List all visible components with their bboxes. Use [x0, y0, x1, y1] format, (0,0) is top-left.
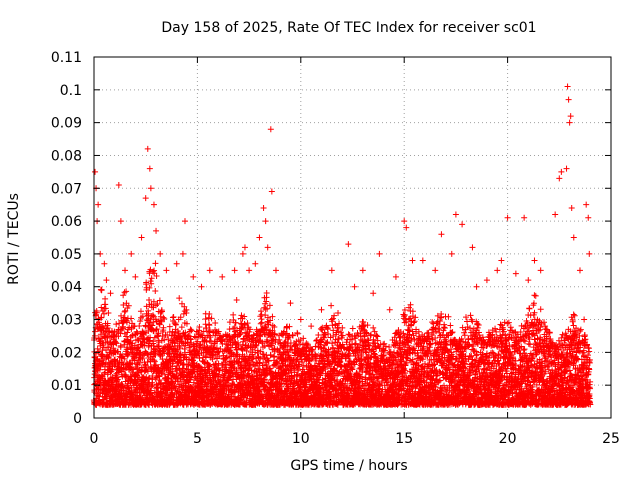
data-point: [98, 372, 105, 379]
data-point: [124, 352, 131, 359]
data-point: [121, 314, 128, 321]
data-point: [142, 323, 149, 330]
data-point: [150, 298, 157, 305]
data-point: [104, 393, 111, 400]
data-point: [120, 365, 127, 372]
data-point: [141, 339, 148, 346]
data-point: [153, 273, 160, 280]
data-point: [147, 278, 154, 285]
data-point: [96, 393, 103, 400]
data-point: [113, 321, 120, 328]
data-point: [152, 260, 159, 267]
data-point: [102, 301, 109, 308]
data-point: [117, 390, 124, 397]
data-point: [147, 316, 154, 323]
data-point: [138, 368, 145, 375]
data-point: [120, 301, 127, 308]
data-point: [98, 286, 105, 293]
data-point: [133, 328, 140, 335]
data-point: [99, 323, 106, 330]
data-point: [128, 315, 135, 322]
data-point: [136, 323, 143, 330]
data-point: [148, 383, 155, 390]
data-point: [102, 295, 109, 302]
data-point: [143, 366, 150, 373]
data-point: [149, 376, 156, 383]
data-point: [151, 358, 158, 365]
data-point: [144, 368, 151, 375]
data-point: [152, 287, 159, 294]
data-point: [137, 318, 144, 325]
data-point: [106, 328, 113, 335]
data-point: [117, 344, 124, 351]
data-point: [146, 284, 153, 291]
data-point: [134, 330, 141, 337]
data-point: [135, 344, 142, 351]
data-point: [133, 389, 140, 396]
data-point: [101, 310, 108, 317]
data-point: [95, 393, 102, 400]
data-point: [124, 329, 131, 336]
data-point: [137, 308, 144, 315]
data-point: [154, 333, 161, 340]
data-point: [151, 357, 158, 364]
data-point: [133, 365, 140, 372]
data-point: [113, 340, 120, 347]
data-point: [121, 355, 128, 362]
data-point: [148, 275, 155, 282]
data-point: [152, 375, 159, 382]
data-point: [104, 324, 111, 331]
data-point: [120, 292, 127, 299]
data-point: [143, 374, 150, 381]
data-point: [124, 346, 131, 353]
data-point: [127, 365, 134, 372]
data-point: [148, 280, 155, 287]
data-point: [154, 385, 161, 392]
data-point: [139, 313, 146, 320]
data-point: [120, 387, 127, 394]
data-point: [95, 386, 102, 393]
data-point: [123, 288, 130, 295]
data-point: [123, 317, 130, 324]
data-point: [96, 358, 103, 365]
data-point: [150, 312, 157, 319]
data-point: [145, 354, 152, 361]
data-point: [94, 345, 101, 352]
data-point: [98, 314, 105, 321]
data-point: [150, 338, 157, 345]
data-point: [106, 359, 113, 366]
data-point: [93, 309, 100, 316]
data-point: [121, 308, 128, 315]
data-point: [145, 375, 152, 382]
data-point: [144, 358, 151, 365]
data-point: [153, 325, 160, 332]
data-point: [149, 382, 156, 389]
data-point: [149, 268, 156, 275]
data-point: [152, 302, 159, 309]
data-point: [102, 305, 109, 312]
data-point: [92, 328, 99, 335]
data-point: [108, 368, 115, 375]
data-point: [153, 326, 160, 333]
data-point: [142, 362, 149, 369]
data-point: [139, 355, 146, 362]
data-points: [90, 83, 594, 408]
data-point: [105, 309, 112, 316]
data-point: [112, 339, 119, 346]
data-point: [125, 302, 132, 309]
data-point: [98, 304, 105, 311]
data-point: [143, 281, 150, 288]
data-point: [136, 359, 143, 366]
data-point: [149, 322, 156, 329]
